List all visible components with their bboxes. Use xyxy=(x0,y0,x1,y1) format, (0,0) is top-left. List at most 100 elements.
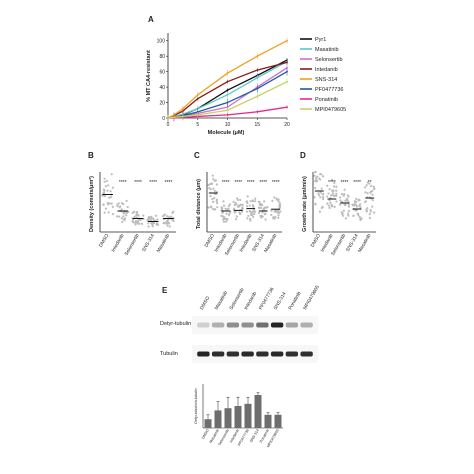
scatter-dot xyxy=(139,218,142,222)
blot-band xyxy=(300,322,313,328)
scatter-dot xyxy=(116,205,119,208)
scatter-dot xyxy=(110,173,113,176)
blot-band xyxy=(211,322,225,328)
scatter-dot xyxy=(241,210,244,213)
data-point xyxy=(226,89,229,92)
scatter-dot xyxy=(212,200,215,204)
scatter-dot xyxy=(211,207,214,210)
legend-label: Intedanib xyxy=(315,67,338,73)
data-point xyxy=(173,116,175,119)
scatter-dot xyxy=(341,214,345,217)
scatter-dot xyxy=(359,206,362,209)
scatter-dot xyxy=(322,192,325,195)
scatter-dot xyxy=(124,211,127,214)
blot-lane-label: Selonsertib xyxy=(228,287,245,311)
scatter-dot xyxy=(110,202,113,205)
scatter-dot xyxy=(249,219,252,222)
scatter-dot xyxy=(254,200,257,203)
data-point xyxy=(196,93,199,96)
scatter-dot xyxy=(251,210,254,213)
y-tick-label: 20 xyxy=(159,100,165,106)
scatter-dot xyxy=(131,218,135,222)
scatter-dot xyxy=(335,185,338,188)
scatter-dot xyxy=(122,215,125,218)
scatter-dot xyxy=(364,186,367,189)
scatter-dot xyxy=(123,218,126,222)
scatter-dot xyxy=(246,195,249,198)
scatter-dot xyxy=(239,198,242,202)
scatter-dot xyxy=(103,180,106,183)
data-point xyxy=(256,110,259,113)
significance-mark: **** xyxy=(328,180,336,186)
scatter-dot xyxy=(373,211,376,214)
scatter-dot xyxy=(249,200,252,203)
scatter-dot xyxy=(209,205,212,209)
scatter-dot xyxy=(357,214,360,217)
scatter-dot xyxy=(277,198,280,201)
scatter-dot xyxy=(332,189,335,193)
scatter-dot xyxy=(372,185,375,188)
scatter-dot xyxy=(327,204,330,207)
panel-d-ylabel: Growth rate (μm/min) xyxy=(302,176,308,232)
scatter-dot xyxy=(104,207,108,210)
scatter-dot xyxy=(245,200,248,203)
scatter-dot xyxy=(346,212,350,215)
scatter-dot xyxy=(352,214,355,217)
data-point xyxy=(256,95,259,98)
data-point xyxy=(196,97,199,100)
data-point xyxy=(181,107,184,110)
y-tick-label: 80 xyxy=(159,54,165,60)
x-tick-label: 5 xyxy=(196,122,199,128)
significance-mark: ** xyxy=(368,180,372,186)
bar xyxy=(254,395,262,428)
legend-label: MPI0479605 xyxy=(315,107,346,113)
scatter-dot xyxy=(249,217,252,220)
scatter-dot xyxy=(252,215,255,218)
scatter-dot xyxy=(109,190,112,193)
panel-e-bar-chart: Detyr-tubulin/α-tubulin DMSOMasatinibSel… xyxy=(194,384,283,448)
scatter-dot xyxy=(107,211,110,214)
scatter-dot xyxy=(257,206,260,209)
scatter-dot xyxy=(103,189,106,192)
scatter-dot xyxy=(360,217,363,220)
data-point xyxy=(196,110,199,113)
x-category-label: Selonsertib xyxy=(124,233,141,257)
scatter-dot xyxy=(154,214,158,217)
data-point xyxy=(286,39,288,42)
scatter-dot xyxy=(103,194,107,198)
blot-band xyxy=(270,322,284,328)
scatter-dot xyxy=(318,177,321,180)
scatter-dot xyxy=(273,196,276,199)
scatter-dot xyxy=(111,186,114,189)
scatter-dot xyxy=(365,210,368,213)
scatter-dot xyxy=(343,193,346,196)
data-point xyxy=(167,117,169,119)
scatter-dot xyxy=(315,176,318,179)
x-tick-label: 10 xyxy=(225,122,231,128)
scatter-dot xyxy=(104,185,107,188)
blot-lane-label: Intedanib xyxy=(243,291,258,311)
scatter-dot xyxy=(335,192,338,195)
scatter-dot xyxy=(147,222,150,225)
scatter-dot xyxy=(149,219,153,222)
scatter-dot xyxy=(315,180,318,183)
scatter-dot xyxy=(224,220,228,223)
scatter-dot xyxy=(213,196,216,200)
significance-mark: **** xyxy=(222,180,230,186)
scatter-dot xyxy=(264,218,267,221)
scatter-dot xyxy=(339,199,342,202)
scatter-dot xyxy=(335,189,338,192)
data-point xyxy=(226,109,229,112)
bar xyxy=(224,408,232,428)
scatter-dot xyxy=(222,218,225,221)
scatter-dot xyxy=(252,200,255,203)
scatter-dot xyxy=(168,225,171,228)
scatter-dot xyxy=(371,205,374,208)
scatter-dot xyxy=(278,202,282,205)
y-tick-label: 40 xyxy=(159,85,165,91)
scatter-dot xyxy=(252,208,256,212)
scatter-dot xyxy=(209,188,212,191)
scatter-dot xyxy=(211,174,214,177)
scatter-dot xyxy=(131,211,134,214)
